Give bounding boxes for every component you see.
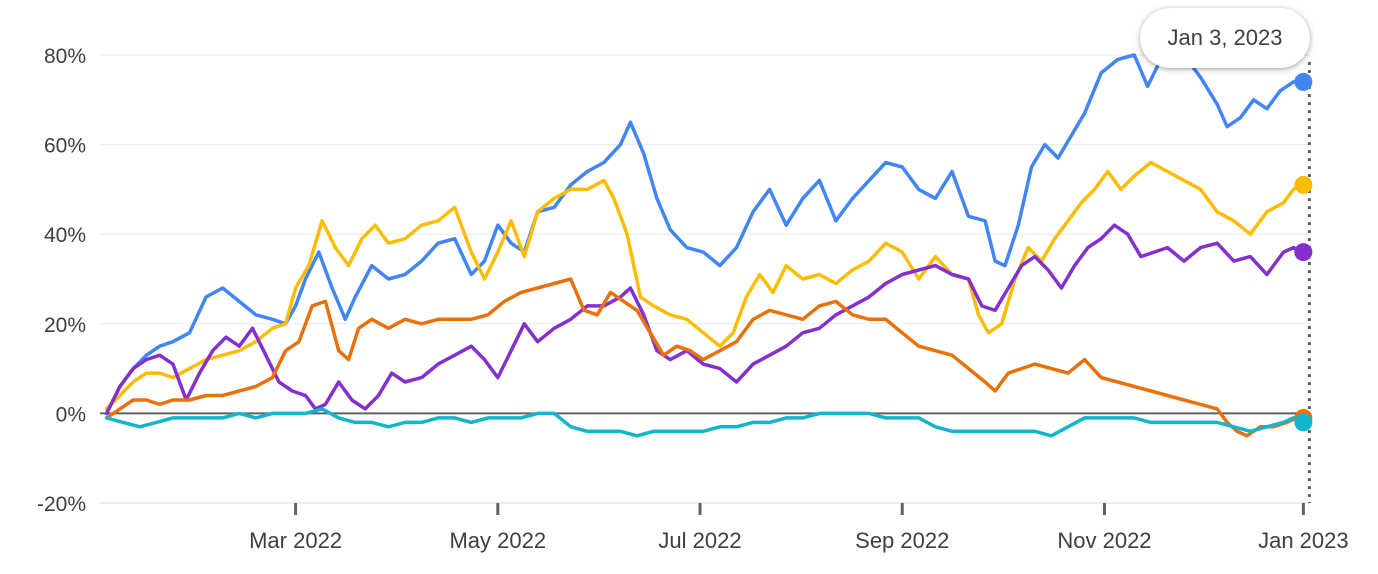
end-point-markers [1294,72,1313,432]
series-line-cyan [104,407,1306,438]
x-tick-label: Jan 2023 [1258,528,1349,553]
y-tick-label: 0% [56,403,86,426]
x-tick-label: Jul 2022 [658,528,741,553]
x-tick-label: Sep 2022 [855,528,949,553]
end-marker-blue [1294,72,1313,91]
axes: -20% 0% 20% 40% 60% 80% Mar 2022 May 2022 Jul 20… [37,45,1349,553]
series-lines [104,53,1306,438]
x-tick-label: May 2022 [449,528,546,553]
series-line-blue [104,53,1306,416]
series-line-purple [104,223,1306,416]
grid [100,54,1310,504]
tooltip-date-label: Jan 3, 2023 [1167,25,1283,50]
y-tick-label: -20% [37,493,86,516]
series-line-orange [104,277,1306,438]
end-marker-purple [1294,243,1313,262]
y-tick-label: 20% [44,314,86,337]
series-line-yellow [104,160,1306,411]
y-tick-label: 40% [44,224,86,247]
y-tick-label: 60% [44,135,86,158]
end-marker-cyan [1294,413,1313,432]
date-tooltip: Jan 3, 2023 [1140,8,1310,68]
y-tick-label: 80% [44,45,86,68]
x-tick-label: Mar 2022 [249,528,342,553]
end-marker-yellow [1294,175,1313,194]
x-tick-label: Nov 2022 [1057,528,1151,553]
